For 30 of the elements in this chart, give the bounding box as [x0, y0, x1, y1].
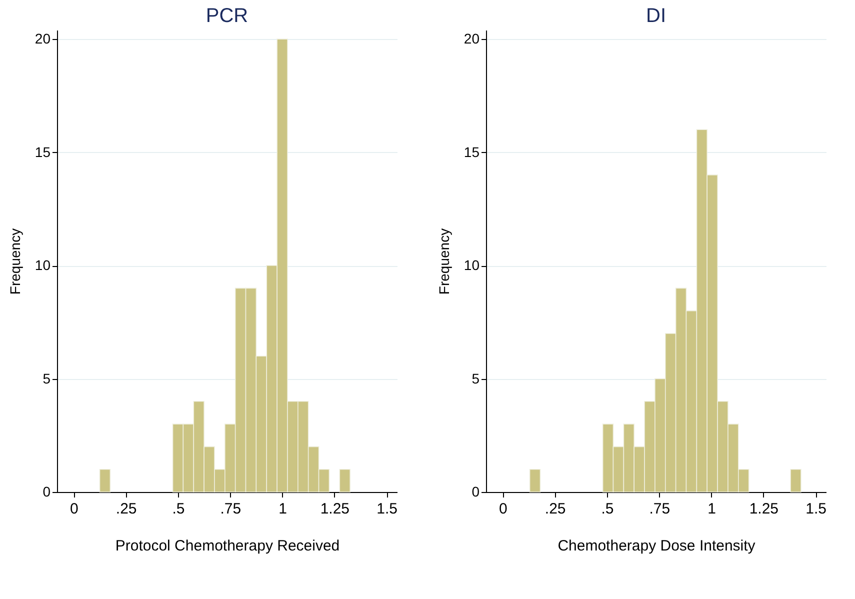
chart-title: PCR	[206, 5, 248, 27]
x-axis-title: Protocol Chemotherapy Received	[115, 538, 340, 554]
y-tick-label: 20	[34, 30, 51, 47]
x-tick-label: .25	[544, 500, 566, 518]
x-tick-label: .75	[649, 500, 670, 518]
y-axis-title: Frequency	[436, 228, 452, 295]
y-tick-label: 15	[464, 144, 480, 160]
y-tick-label: 5	[472, 370, 480, 386]
y-tick-label: 0	[472, 484, 480, 500]
x-tick-label: .5	[601, 500, 614, 518]
x-tick-label: 0	[70, 500, 78, 518]
x-tick-label: .5	[172, 500, 185, 518]
y-axis-title: Frequency	[6, 228, 23, 295]
x-tick-label: 1	[278, 500, 287, 518]
x-axis-title: Chemotherapy Dose Intensity	[558, 538, 756, 554]
x-tick-label: .25	[116, 500, 137, 518]
y-tick-label: 10	[464, 257, 480, 274]
y-tick-label: 15	[34, 144, 51, 160]
y-tick-label: 20	[464, 30, 480, 47]
x-tick-label: 1.25	[749, 500, 779, 518]
x-tick-label: 1	[708, 500, 716, 518]
y-tick-label: 10	[34, 257, 51, 274]
x-tick-label: 0	[499, 500, 508, 518]
y-tick-label: 5	[42, 370, 51, 386]
x-tick-label: 1.5	[806, 500, 826, 518]
x-tick-label: .75	[220, 500, 242, 518]
x-tick-label: 1.5	[376, 500, 398, 518]
x-tick-label: 1.25	[320, 500, 350, 518]
y-tick-label: 0	[42, 484, 51, 500]
chart-title: DI	[646, 5, 666, 27]
